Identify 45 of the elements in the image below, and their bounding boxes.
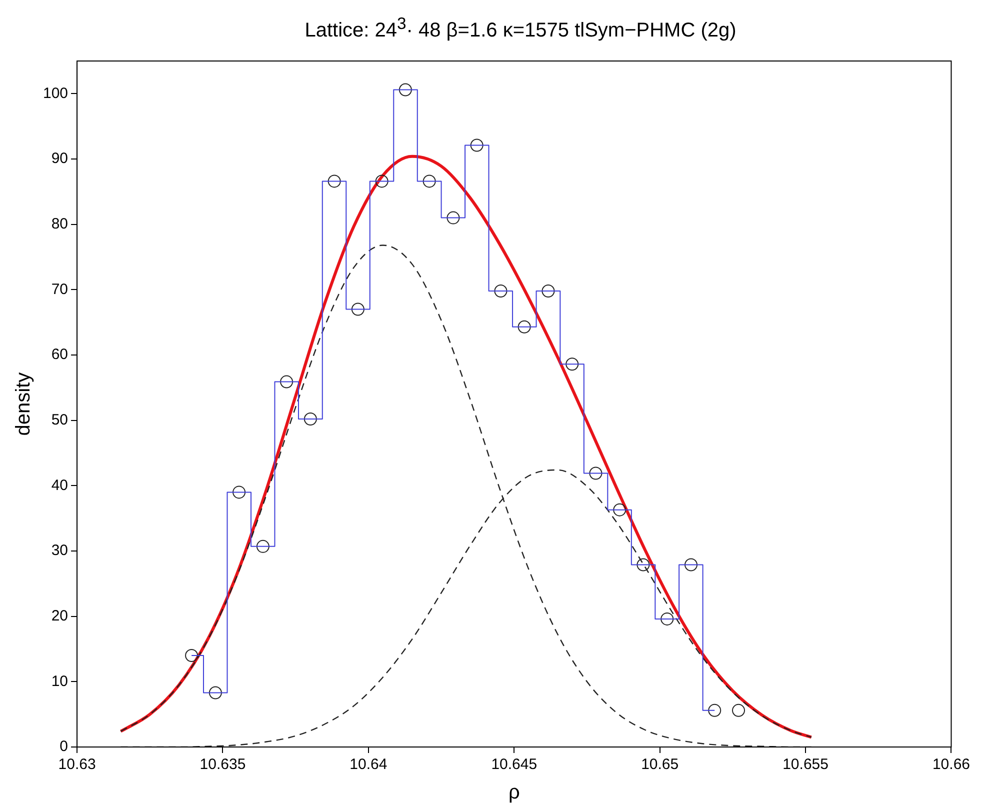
point [684,558,698,571]
point [542,284,555,298]
y-tick-label: 70 [51,280,68,298]
point [328,174,341,188]
y-tick-label: 20 [51,607,68,624]
chart-title: Lattice: 24$^{3}$· 48 β=1.6 κ=1575 tlSym−PHMC (2g) [304,13,738,44]
point [280,374,294,388]
point [613,502,626,516]
point [351,302,364,316]
y-tick-label: 60 [51,346,68,363]
x-tick-label: 10.655 [782,756,828,773]
point [208,686,222,699]
point [304,412,317,426]
point [256,540,270,553]
point [589,466,602,480]
y-tick-label: 40 [51,476,68,494]
y-tick-label: 0 [60,738,68,755]
point [732,704,746,717]
point [446,210,460,224]
point [470,138,484,152]
x-tick-label: 10.645 [491,756,538,773]
point [708,704,722,717]
point [398,82,412,96]
x-tick-label: 10.66 [932,756,970,773]
point [494,284,508,298]
point [518,320,531,334]
point [185,648,198,662]
point [422,174,436,188]
y-axis-title: density [12,372,35,436]
y-tick-label: 80 [51,215,68,232]
point [636,558,650,571]
y-tick-label: 30 [51,542,68,559]
point [375,174,388,188]
x-tick-label: 10.65 [641,756,679,773]
point [660,612,674,626]
x-axis-title: ρ [508,781,520,804]
point [232,485,246,498]
point [566,357,579,370]
x-tick-label: 10.63 [58,756,96,773]
y-tick-label: 10 [51,672,68,690]
y-tick-label: 90 [51,150,68,167]
y-tick-label: 100 [42,84,68,102]
x-tick-label: 10.635 [200,756,246,773]
x-tick-label: 10.64 [350,756,388,773]
y-tick-label: 50 [51,411,68,428]
